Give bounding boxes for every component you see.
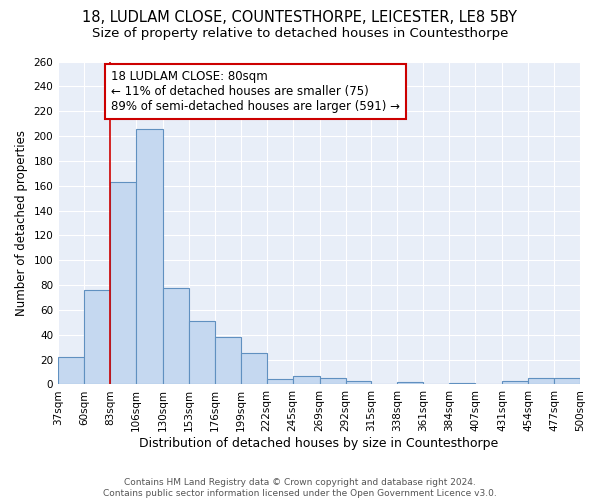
Bar bbox=[449, 383, 475, 384]
X-axis label: Distribution of detached houses by size in Countesthorpe: Distribution of detached houses by size … bbox=[139, 437, 499, 450]
Bar bbox=[397, 382, 424, 384]
Bar bbox=[58, 357, 84, 384]
Text: 18 LUDLAM CLOSE: 80sqm
← 11% of detached houses are smaller (75)
89% of semi-det: 18 LUDLAM CLOSE: 80sqm ← 11% of detached… bbox=[111, 70, 400, 113]
Bar bbox=[189, 321, 215, 384]
Bar bbox=[346, 380, 371, 384]
Bar bbox=[110, 182, 136, 384]
Bar bbox=[266, 380, 293, 384]
Bar bbox=[84, 290, 110, 384]
Text: Size of property relative to detached houses in Countesthorpe: Size of property relative to detached ho… bbox=[92, 28, 508, 40]
Bar bbox=[136, 128, 163, 384]
Bar bbox=[320, 378, 346, 384]
Text: 18, LUDLAM CLOSE, COUNTESTHORPE, LEICESTER, LE8 5BY: 18, LUDLAM CLOSE, COUNTESTHORPE, LEICEST… bbox=[83, 10, 517, 25]
Bar bbox=[241, 354, 266, 384]
Bar bbox=[215, 338, 241, 384]
Bar bbox=[554, 378, 580, 384]
Bar bbox=[502, 380, 528, 384]
Bar bbox=[528, 378, 554, 384]
Bar bbox=[293, 376, 320, 384]
Y-axis label: Number of detached properties: Number of detached properties bbox=[15, 130, 28, 316]
Text: Contains HM Land Registry data © Crown copyright and database right 2024.
Contai: Contains HM Land Registry data © Crown c… bbox=[103, 478, 497, 498]
Bar bbox=[163, 288, 189, 384]
